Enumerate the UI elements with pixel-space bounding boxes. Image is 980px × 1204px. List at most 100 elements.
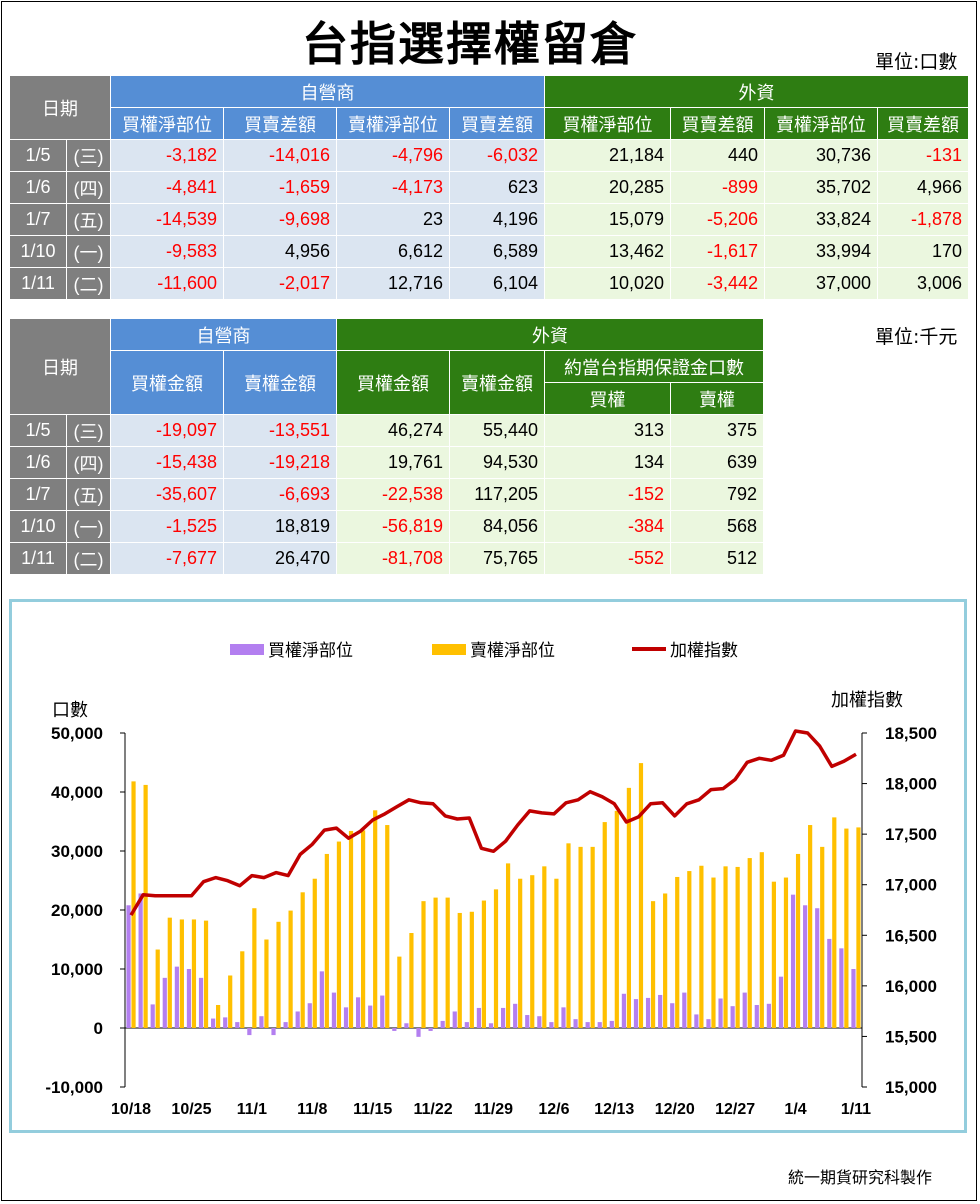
x-tick-label: 1/4: [784, 1101, 806, 1118]
call-bar: [609, 1020, 614, 1028]
row-weekday: (三): [66, 414, 111, 447]
row-weekday: (二): [66, 542, 111, 575]
col-header: 買權淨部位: [110, 107, 224, 140]
put-bar: [240, 951, 245, 1028]
call-bar: [126, 905, 131, 1028]
call-bar: [718, 998, 723, 1028]
call-bar: [428, 1028, 433, 1031]
table-cell: -7,677: [110, 542, 224, 575]
table-cell: -2,017: [223, 267, 337, 300]
call-bar: [283, 1022, 288, 1028]
table-cell: 639: [670, 446, 764, 479]
table-cell: -19,218: [223, 446, 337, 479]
table-cell: 792: [670, 478, 764, 511]
y-tick-label-left: 40,000: [51, 783, 103, 802]
subgroup-header-margin: 約當台指期保證金口數: [544, 350, 764, 383]
table-cell: -15,438: [110, 446, 224, 479]
table-cell: 6,612: [336, 235, 450, 268]
table-cell: 84,056: [449, 510, 545, 543]
put-bar: [433, 897, 438, 1028]
put-bar: [493, 889, 499, 1028]
table-cell: 117,205: [449, 478, 545, 511]
table-cell: -4,841: [110, 171, 224, 204]
legend-label: 買權淨部位: [268, 641, 353, 660]
amounts-table: 日期 自營商 外資 買權金額 賣權金額 買權金額 賣權金額 約當台指期保證金口數…: [9, 318, 764, 575]
table-cell: 55,440: [449, 414, 545, 447]
table-cell: -384: [544, 510, 671, 543]
table-cell: -4,796: [336, 139, 450, 172]
row-weekday: (二): [66, 267, 111, 300]
put-bar: [844, 828, 849, 1028]
call-bar: [150, 1004, 155, 1028]
table-cell: 568: [670, 510, 764, 543]
call-bar: [452, 1011, 457, 1028]
put-bar: [191, 919, 197, 1028]
y-tick-label-left: 20,000: [51, 901, 103, 920]
table-cell: -3,182: [110, 139, 224, 172]
row-date: 1/5: [9, 139, 67, 172]
put-bar: [216, 1004, 221, 1028]
col-header: 賣權金額: [449, 350, 545, 415]
call-bar: [295, 1011, 300, 1028]
table-cell: 313: [544, 414, 671, 447]
call-bar: [174, 966, 179, 1028]
col-header: 買賣差額: [877, 107, 969, 140]
call-bar: [476, 1007, 482, 1028]
call-bar: [259, 1016, 264, 1028]
y-tick-label-right: 16,500: [885, 926, 937, 945]
put-bar: [518, 878, 523, 1028]
table-cell: -1,659: [223, 171, 337, 204]
call-bar: [440, 1020, 445, 1028]
col-header: 買賣差額: [449, 107, 545, 140]
table-cell: 30,736: [764, 139, 878, 172]
put-bar: [566, 843, 571, 1028]
table-cell: -131: [877, 139, 969, 172]
row-weekday: (三): [66, 139, 111, 172]
row-date: 1/7: [9, 478, 67, 511]
table-row: 1/7 (五) -14,539 -9,698 23 4,196 15,079 -5,206 33…: [9, 203, 969, 236]
call-bar: [778, 976, 784, 1028]
call-bar: [670, 1003, 675, 1028]
table-cell: 623: [449, 171, 545, 204]
call-bar: [513, 1003, 518, 1028]
table-cell: 75,765: [449, 542, 545, 575]
put-bar: [421, 901, 426, 1028]
put-bar: [228, 975, 233, 1028]
table-cell: -9,698: [223, 203, 337, 236]
call-bar: [742, 992, 747, 1028]
table-row: 1/6 (四) -4,841 -1,659 -4,173 623 20,285 -899 35,…: [9, 171, 969, 204]
put-bar: [687, 871, 692, 1028]
call-bar: [355, 997, 361, 1028]
table-cell: -152: [544, 478, 671, 511]
table-cell: -35,607: [110, 478, 224, 511]
put-bar: [554, 878, 559, 1028]
put-bar: [312, 878, 317, 1028]
table-row: 1/6 (四) -15,438 -19,218 19,761 94,530 134 639: [9, 446, 764, 479]
x-tick-label: 1/11: [841, 1101, 871, 1118]
put-bar: [638, 763, 644, 1028]
put-bar: [385, 825, 390, 1028]
put-bar: [203, 920, 209, 1028]
col-header: 賣權淨部位: [336, 107, 450, 140]
y-tick-label-right: 16,000: [885, 977, 937, 996]
put-bar: [578, 846, 583, 1028]
put-bar: [783, 877, 789, 1028]
put-bar: [856, 827, 861, 1028]
call-bar: [621, 993, 627, 1028]
y-tick-label-right: 18,000: [885, 775, 937, 794]
put-bar: [759, 852, 764, 1028]
x-tick-label: 12/20: [655, 1101, 695, 1118]
table-cell: 4,196: [449, 203, 545, 236]
table-cell: -5,206: [670, 203, 765, 236]
call-bar: [766, 1003, 771, 1028]
x-tick-label: 12/27: [715, 1101, 755, 1118]
table-cell: 12,716: [336, 267, 450, 300]
table-cell: 4,966: [877, 171, 969, 204]
legend-swatch: [230, 644, 264, 655]
put-bar: [336, 841, 342, 1028]
call-bar: [404, 1023, 409, 1028]
call-bar: [307, 1003, 312, 1028]
call-bar: [464, 1022, 469, 1028]
put-bar: [131, 781, 136, 1028]
